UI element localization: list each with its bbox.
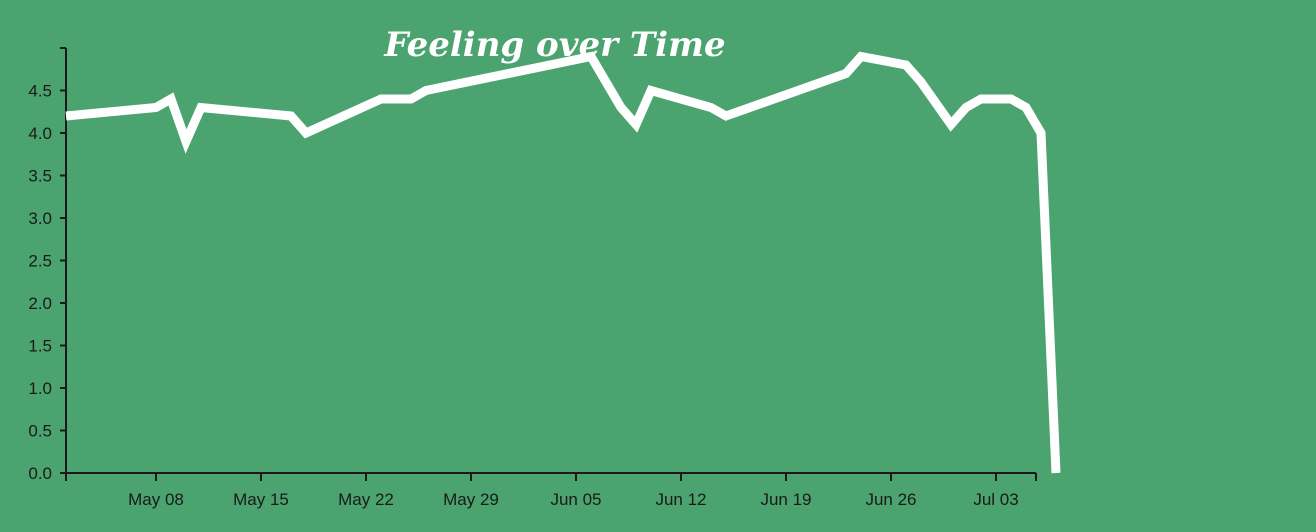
x-tick-label: Jun 26: [865, 490, 916, 509]
y-axis: 0.0 0.5 1.0 1.5 2.0 2.5 3.0 3.5 4.0 4.5: [28, 47, 67, 483]
y-tick-label: 0.0: [28, 464, 52, 483]
series-line-0: [65, 51, 1061, 474]
y-tick-label: 3.5: [28, 167, 52, 186]
y-tick-label: 3.0: [28, 209, 52, 228]
x-tick-label: Jun 19: [760, 490, 811, 509]
y-tick-label: 2.5: [28, 252, 52, 271]
x-tick-label: Jul 03: [973, 490, 1018, 509]
x-tick-label: Jun 12: [655, 490, 706, 509]
y-tick-label: 1.5: [28, 337, 52, 356]
y-tick-label: 0.5: [28, 422, 52, 441]
chart-title: Feeling over Time: [383, 25, 725, 65]
y-tick-label: 1.0: [28, 379, 52, 398]
x-tick-label: May 08: [128, 490, 184, 509]
y-tick-label: 4.5: [28, 82, 52, 101]
x-axis: May 08 May 15 May 22 May 29 Jun 05 Jun 12 Jun …: [65, 472, 1037, 509]
y-tick-label: 4.0: [28, 124, 52, 143]
series-group: [65, 51, 1061, 474]
x-tick-label: May 15: [233, 490, 289, 509]
x-tick-label: Jun 05: [550, 490, 601, 509]
x-tick-label: May 29: [443, 490, 499, 509]
x-tick-label: May 22: [338, 490, 394, 509]
y-tick-label: 2.0: [28, 294, 52, 313]
